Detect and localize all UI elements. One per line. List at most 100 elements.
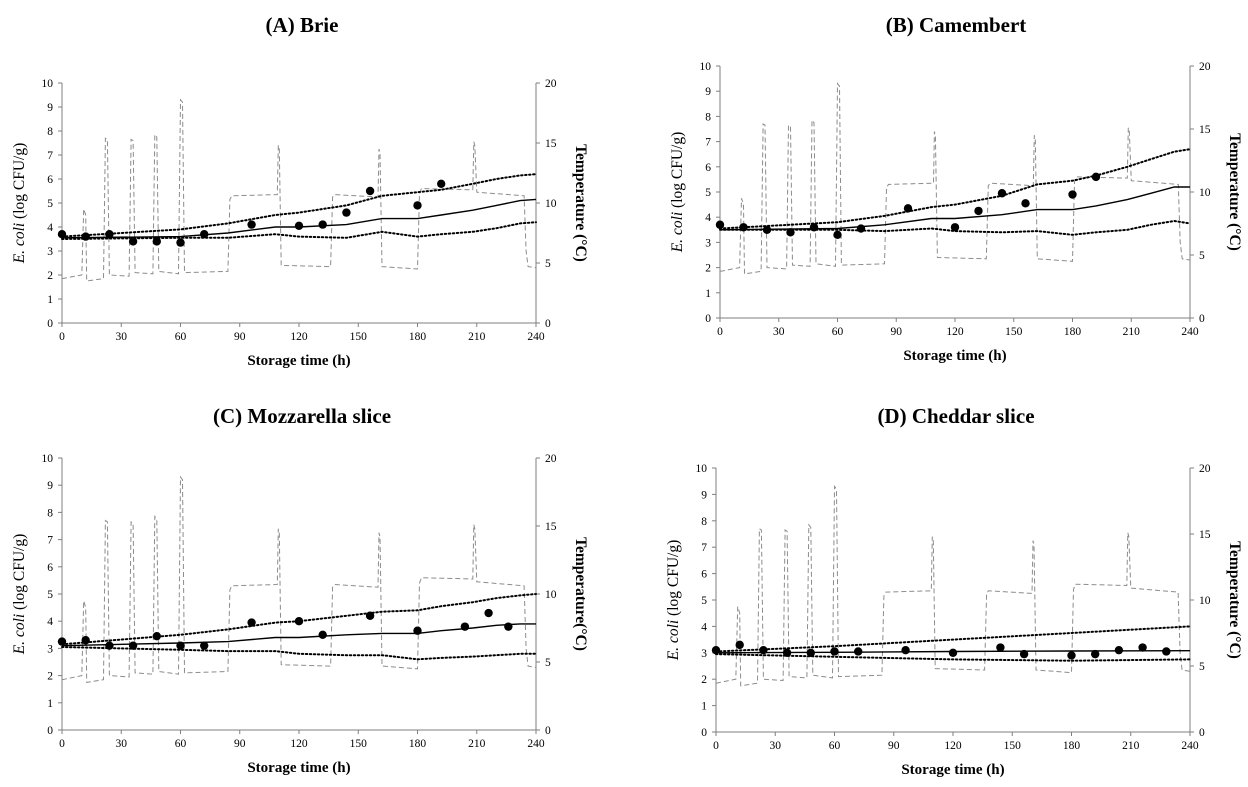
observed-point <box>739 223 748 232</box>
observed-point <box>809 223 819 232</box>
temperature-line <box>61 475 537 683</box>
observed-point <box>762 225 772 234</box>
y-tick-label: 6 <box>701 569 707 581</box>
y-tick-label: 9 <box>705 86 711 98</box>
observed-point <box>504 622 513 631</box>
y2-axis-label: Temperature (°C) <box>572 144 589 262</box>
x-tick-label: 150 <box>350 738 368 750</box>
x-tick-label: 60 <box>175 331 187 343</box>
y-tick-label: 8 <box>47 126 53 138</box>
lower-bound-line <box>61 646 537 661</box>
y2-tick-label: 5 <box>1199 661 1205 673</box>
x-tick-label: 150 <box>1004 740 1022 752</box>
x-axis-label: Storage time (h) <box>903 348 1006 364</box>
upper-bound-line <box>61 173 537 238</box>
temperature-line <box>715 485 1191 687</box>
predicted-line <box>61 198 537 239</box>
y-axis-label: E. coli (log CFU/g) <box>11 534 28 656</box>
x-tick-label: 180 <box>409 331 427 343</box>
observed-point <box>128 237 138 246</box>
x-tick-label: 180 <box>1063 740 1081 752</box>
observed-point <box>152 237 161 246</box>
observed-point <box>1162 647 1171 656</box>
observed-point <box>437 179 446 188</box>
chart-title: (A) Brie <box>266 13 339 37</box>
y-tick-label: 6 <box>47 562 53 574</box>
y2-tick-label: 5 <box>545 258 551 270</box>
y-tick-label: 3 <box>47 246 53 258</box>
x-tick-label: 240 <box>1181 740 1199 752</box>
y-axis-label-unit: (log CFU/g) <box>669 132 686 212</box>
chart-title: (B) Camembert <box>886 13 1027 37</box>
observed-point <box>830 647 839 656</box>
observed-point <box>247 618 256 627</box>
observed-point <box>782 648 792 657</box>
y-tick-label: 5 <box>705 187 711 199</box>
x-tick-label: 90 <box>891 326 903 338</box>
observed-point <box>1019 649 1029 659</box>
y-tick-label: 8 <box>47 507 53 519</box>
y2-tick-label: 20 <box>1199 463 1211 475</box>
y2-tick-label: 20 <box>1199 61 1211 73</box>
observed-point <box>484 608 493 618</box>
y-tick-label: 3 <box>701 648 707 660</box>
y-tick-label: 4 <box>701 621 707 633</box>
observed-point <box>365 186 375 196</box>
observed-point <box>413 201 422 210</box>
y2-tick-label: 5 <box>545 657 551 669</box>
y2-tick-label: 10 <box>1199 595 1211 607</box>
y-tick-label: 8 <box>701 516 707 528</box>
observed-point <box>1021 199 1030 208</box>
observed-point <box>950 223 960 232</box>
x-tick-label: 240 <box>527 331 545 343</box>
y-tick-label: 5 <box>701 595 707 607</box>
y-tick-label: 2 <box>705 263 711 275</box>
y-axis-label-organism: E. coli <box>669 212 686 253</box>
y-tick-label: 6 <box>47 174 53 186</box>
x-axis-label: Storage time (h) <box>901 762 1004 778</box>
y-tick-label: 2 <box>701 674 707 686</box>
y-axis-label: E. coli (log CFU/g) <box>11 143 28 265</box>
y-tick-label: 5 <box>47 198 53 210</box>
observed-point <box>152 631 161 641</box>
x-tick-label: 210 <box>468 331 486 343</box>
observed-point <box>1114 645 1124 655</box>
observed-point <box>833 230 842 240</box>
y-tick-label: 7 <box>701 542 707 554</box>
observed-point <box>294 617 304 626</box>
observed-point <box>460 622 470 631</box>
x-tick-label: 120 <box>944 740 962 752</box>
x-tick-label: 240 <box>527 738 545 750</box>
y-tick-label: 6 <box>705 162 711 174</box>
observed-point <box>176 238 185 247</box>
y2-tick-label: 5 <box>1199 250 1205 262</box>
y-axis-label-unit: (log CFU/g) <box>11 143 28 223</box>
observed-point <box>856 224 866 233</box>
y-axis-label-organism: E. coli <box>665 620 682 661</box>
y-tick-label: 9 <box>701 489 707 501</box>
y2-tick-label: 15 <box>1199 124 1211 136</box>
observed-point <box>806 648 815 657</box>
y-axis-label-organism: E. coli <box>11 223 28 264</box>
temperature-line <box>719 82 1191 275</box>
y2-tick-label: 20 <box>545 453 557 465</box>
observed-point <box>318 220 327 229</box>
observed-point <box>247 220 256 229</box>
x-tick-label: 180 <box>409 738 427 750</box>
observed-point <box>413 626 422 635</box>
observed-point <box>711 645 721 655</box>
lower-bound-line <box>61 221 537 240</box>
x-axis-label: Storage time (h) <box>247 353 350 369</box>
x-tick-label: 30 <box>770 740 782 752</box>
x-tick-label: 90 <box>888 740 900 752</box>
y2-tick-label: 0 <box>1199 313 1205 325</box>
x-tick-label: 30 <box>116 738 128 750</box>
chart-cheddar: (D) Cheddar slice 0 1 2 3 4 5 6 7 8 9 10 0 5 10 15 20 0 30… <box>665 404 1243 778</box>
observed-point <box>294 221 304 230</box>
y2-tick-label: 20 <box>545 78 557 90</box>
y2-tick-label: 0 <box>545 725 551 737</box>
y-tick-label: 5 <box>47 589 53 601</box>
y-tick-label: 3 <box>705 237 711 249</box>
x-tick-label: 150 <box>350 331 368 343</box>
lower-bound-line <box>715 653 1191 662</box>
